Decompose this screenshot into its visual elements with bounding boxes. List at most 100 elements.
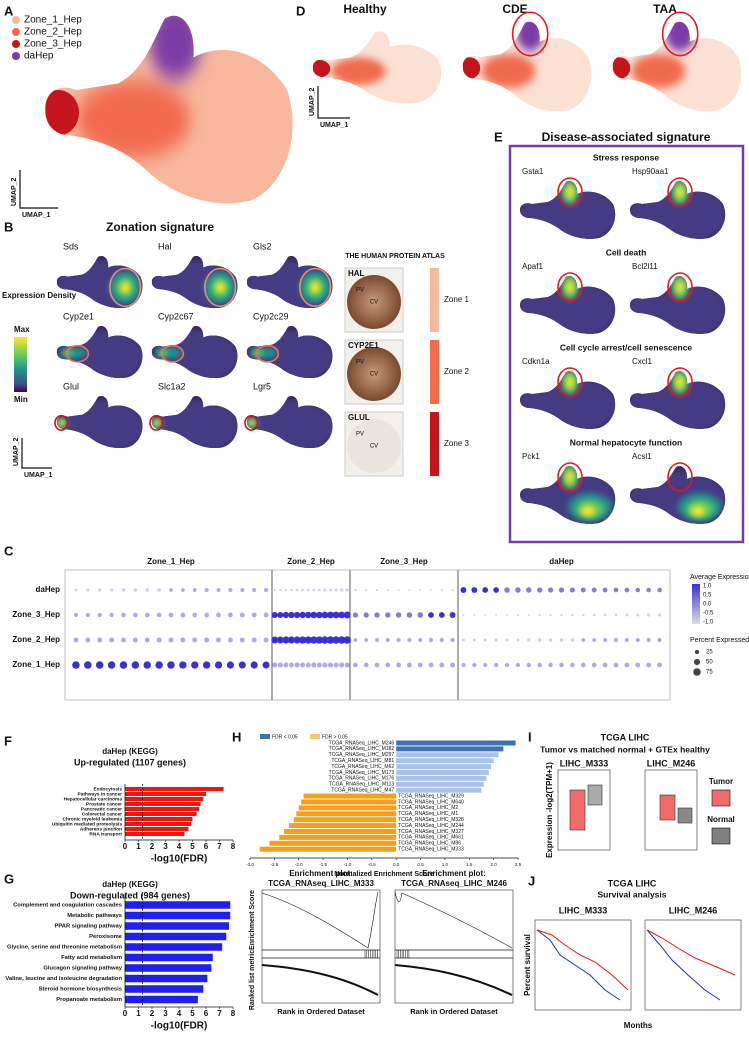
axis-arrows (21, 438, 52, 469)
y-tick-label: TCGA_RNASeq_LIHC_M86 (398, 841, 461, 847)
y-tick-label: TCGA_RNASeq_LIHC_M244 (398, 823, 464, 829)
dot-pattern (418, 637, 423, 643)
umap-density (676, 281, 684, 293)
umap-density (566, 281, 574, 293)
dot-pattern (592, 613, 596, 617)
label: Hsp90aa1 (632, 167, 669, 176)
dot-pattern (156, 637, 162, 643)
panel-letter: B (4, 219, 13, 234)
bar (396, 770, 489, 775)
x-axis-label: -log10(FDR) (151, 854, 208, 865)
label: daHep (36, 585, 61, 594)
dot-pattern (326, 636, 335, 644)
panel-letter: D (296, 3, 305, 18)
label: Rank in Ordered Dataset (410, 1007, 498, 1016)
panel-letter: J (528, 873, 535, 888)
label: TAA (653, 2, 677, 16)
dot-pattern (216, 587, 221, 593)
umap-density (462, 57, 481, 79)
dot-pattern (449, 612, 456, 618)
label: TCGA_RNAseq_LIHC_M246 (401, 879, 507, 888)
dot-pattern (635, 637, 640, 643)
panel-letter: A (4, 3, 14, 18)
dot-plot-frame (64, 569, 671, 701)
label: FDR > 0.05 (322, 734, 348, 740)
label: Expression Density (2, 291, 77, 300)
dot-pattern (85, 612, 90, 618)
dot-pattern (250, 661, 258, 669)
bar (396, 764, 492, 770)
dot-pattern (311, 662, 317, 668)
label: Zone 2 (444, 367, 469, 376)
dot-pattern (647, 613, 651, 617)
label: Lgr5 (253, 381, 271, 391)
label: 1.0 (703, 584, 712, 590)
panel-letter: E (494, 129, 503, 144)
x-axis-label: -log10(FDR) (151, 1021, 208, 1032)
highlight-ring (668, 178, 692, 206)
dot-pattern (239, 637, 245, 643)
umap-plot (630, 178, 726, 239)
label: Average Expression (690, 574, 749, 581)
dot-pattern (602, 662, 608, 668)
dot-pattern (461, 662, 466, 668)
umap-plot (246, 326, 333, 378)
dot-pattern (570, 662, 575, 668)
label: HAL (348, 269, 365, 278)
dot-pattern (495, 614, 498, 616)
zone-bar (430, 268, 439, 332)
dot-pattern (84, 661, 92, 669)
dot-pattern (279, 588, 282, 592)
bar (298, 805, 397, 811)
x-tick-label: 0.5 (417, 862, 424, 867)
dot-pattern (624, 587, 630, 593)
umap-fill (630, 181, 726, 239)
bar (125, 817, 193, 821)
label: Sds (63, 241, 79, 251)
dot-pattern (657, 662, 662, 668)
umap-plot (150, 396, 238, 448)
dot-pattern (396, 662, 401, 668)
dot-pattern (603, 638, 608, 642)
label: TCGA_RNAseq_LIHC_M333 (268, 879, 374, 888)
panel-letter: I (528, 729, 532, 744)
dot-pattern (157, 588, 161, 592)
dot-pattern (353, 638, 358, 642)
y-tick-label: TCGA_RNASeq_LIHC_M47 (331, 788, 394, 794)
dot-pattern (428, 662, 434, 668)
dot-pattern (299, 611, 306, 619)
bar (396, 787, 482, 793)
dot-pattern (560, 613, 563, 617)
bar (293, 817, 397, 823)
umap-plot (56, 256, 143, 308)
bar (125, 985, 204, 993)
y-tick-label: TCGA_RNASeq_LIHC_M113 (329, 782, 394, 788)
label: Zone_3_Hep (12, 610, 60, 619)
x-tick-label: 0 (123, 842, 128, 851)
dot-pattern (289, 662, 294, 668)
highlight-ring (668, 368, 692, 396)
dot-pattern (537, 662, 542, 668)
x-tick-label: 8 (231, 842, 236, 851)
label: UMAP_2 (11, 177, 18, 206)
label: daHep (24, 51, 54, 62)
label: LIHC_M333 (559, 905, 608, 915)
dot-pattern (332, 611, 340, 619)
zone-bar (430, 412, 439, 476)
y-tick-label: Propanoate metabolism (56, 997, 122, 1003)
dot-pattern (328, 662, 333, 668)
dot-pattern (73, 612, 79, 618)
umap-density (481, 54, 536, 89)
umap-plot (612, 12, 742, 112)
dot-pattern (460, 587, 467, 593)
dot-pattern (397, 588, 400, 592)
umap-density (151, 399, 238, 448)
label: Expression -log2(TPM+1) (545, 762, 554, 858)
label: Enrichment plot: (289, 869, 353, 878)
y-tick-label: Colorectal cancer (82, 811, 122, 817)
umap-density (157, 349, 168, 357)
label: Cell cycle arrest/cell senescence (560, 342, 693, 352)
label: UMAP_1 (22, 212, 51, 219)
label: Apaf1 (522, 262, 543, 271)
label: FDR < 0.05 (272, 734, 298, 740)
